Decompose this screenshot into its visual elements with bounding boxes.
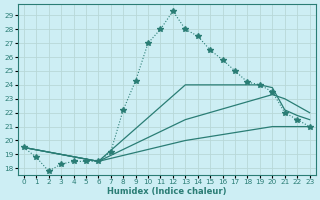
X-axis label: Humidex (Indice chaleur): Humidex (Indice chaleur): [107, 187, 227, 196]
